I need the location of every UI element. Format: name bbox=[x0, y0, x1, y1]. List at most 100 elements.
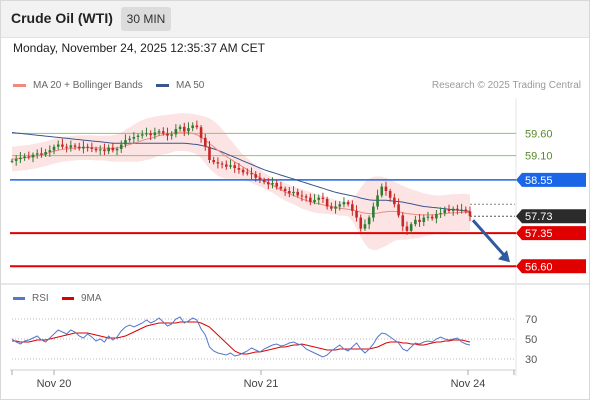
candle-body bbox=[220, 163, 224, 165]
copyright-text: Research © 2025 Trading Central bbox=[431, 80, 581, 91]
candle-body bbox=[246, 172, 249, 174]
level-tag-57.73 bbox=[516, 209, 586, 224]
candle-body bbox=[292, 191, 295, 194]
candle-body bbox=[279, 186, 283, 189]
candle-body bbox=[367, 217, 371, 225]
candle-body bbox=[61, 144, 64, 147]
candle-body bbox=[283, 188, 287, 191]
candle-body bbox=[182, 126, 186, 132]
candle-body bbox=[258, 177, 262, 180]
candle-body bbox=[447, 209, 451, 211]
candle-body bbox=[111, 147, 115, 151]
candle-body bbox=[132, 136, 136, 139]
candle-body bbox=[401, 215, 405, 227]
level-tag-text-58.55: 58.55 bbox=[525, 175, 553, 187]
candle-body bbox=[464, 209, 468, 212]
legend-9ma-label: 9MA bbox=[81, 293, 102, 304]
candle-body bbox=[346, 202, 350, 205]
candle-body bbox=[275, 183, 279, 187]
candle-body bbox=[195, 125, 199, 128]
x-tick-label: Nov 20 bbox=[37, 378, 72, 390]
candle-body bbox=[229, 165, 232, 167]
candle-body bbox=[65, 146, 68, 148]
rsi-tick-label: 50 bbox=[525, 334, 537, 346]
timeframe-badge[interactable]: 30 MIN bbox=[121, 7, 171, 31]
candle-body bbox=[409, 224, 413, 231]
candle-body bbox=[296, 191, 300, 196]
candle-body bbox=[439, 213, 442, 215]
candle-body bbox=[422, 217, 426, 222]
candle-body bbox=[309, 197, 312, 203]
candle-body bbox=[250, 173, 253, 175]
candle-body bbox=[271, 183, 274, 185]
rsi-line bbox=[11, 316, 471, 358]
candle-body bbox=[363, 224, 367, 229]
candle-body bbox=[372, 206, 375, 218]
candle-body bbox=[128, 138, 131, 141]
candle-body bbox=[119, 144, 123, 149]
legend-ma50: MA 50 bbox=[156, 80, 204, 91]
x-tick-label: Nov 24 bbox=[451, 378, 486, 390]
candle-body bbox=[191, 125, 194, 129]
candle-body bbox=[44, 152, 47, 155]
level-label-59.10: 59.10 bbox=[525, 151, 553, 163]
candle-body bbox=[145, 133, 148, 135]
candle-body bbox=[460, 209, 463, 211]
candle-body bbox=[426, 216, 430, 218]
candle-body bbox=[166, 133, 169, 136]
candle-body bbox=[10, 160, 14, 162]
legend-9ma: 9MA bbox=[62, 293, 102, 304]
forecast-arrow-head bbox=[498, 250, 510, 263]
candle-body bbox=[107, 147, 110, 152]
candle-body bbox=[456, 208, 459, 211]
candle-body bbox=[31, 154, 35, 158]
candle-body bbox=[338, 204, 342, 207]
date-line: Monday, November 24, 2025 12:35:37 AM CE… bbox=[13, 41, 265, 55]
candle-body bbox=[435, 214, 438, 219]
candle-body bbox=[153, 132, 157, 136]
candle-body bbox=[14, 159, 18, 161]
candle-body bbox=[73, 145, 77, 147]
level-tag-56.60 bbox=[516, 259, 586, 274]
ma20-swatch bbox=[13, 84, 26, 87]
candle-body bbox=[351, 204, 354, 211]
candle-body bbox=[140, 134, 144, 136]
legend-rsi-label: RSI bbox=[32, 293, 49, 304]
rsi-tick-label: 70 bbox=[525, 314, 537, 326]
candle-body bbox=[393, 197, 396, 205]
candle-body bbox=[103, 149, 106, 152]
candle-body bbox=[82, 146, 85, 149]
candle-body bbox=[77, 146, 81, 149]
candle-body bbox=[199, 127, 203, 138]
candle-body bbox=[325, 198, 329, 207]
candle-body bbox=[355, 210, 358, 218]
candle-body bbox=[157, 131, 161, 133]
candle-body bbox=[241, 169, 245, 173]
candle-body bbox=[69, 145, 73, 148]
candle-body bbox=[208, 146, 211, 160]
rsi-ma-swatch bbox=[62, 297, 74, 300]
forecast-arrow-shaft bbox=[471, 219, 508, 259]
candle-body bbox=[149, 133, 152, 136]
candle-body bbox=[300, 195, 304, 197]
legend-ma20: MA 20 + Bollinger Bands bbox=[13, 80, 143, 91]
candle-body bbox=[98, 149, 102, 151]
legend-rsi: RSI bbox=[13, 293, 49, 304]
candle-body bbox=[115, 148, 119, 151]
candle-body bbox=[35, 153, 39, 155]
legend-ma20-label: MA 20 + Bollinger Bands bbox=[33, 80, 143, 91]
candle-body bbox=[262, 179, 266, 183]
candle-body bbox=[48, 150, 52, 153]
candle-body bbox=[288, 191, 291, 194]
rsi-tick-label: 30 bbox=[525, 354, 537, 366]
candle-body bbox=[267, 182, 270, 185]
candle-body bbox=[174, 129, 178, 135]
candle-body bbox=[405, 226, 409, 231]
candles-group bbox=[10, 120, 472, 235]
candle-body bbox=[414, 219, 417, 225]
candle-body bbox=[418, 219, 421, 222]
candle-body bbox=[397, 204, 400, 216]
candle-body bbox=[321, 197, 325, 199]
rsi-swatch bbox=[13, 297, 25, 300]
candle-body bbox=[304, 196, 308, 198]
